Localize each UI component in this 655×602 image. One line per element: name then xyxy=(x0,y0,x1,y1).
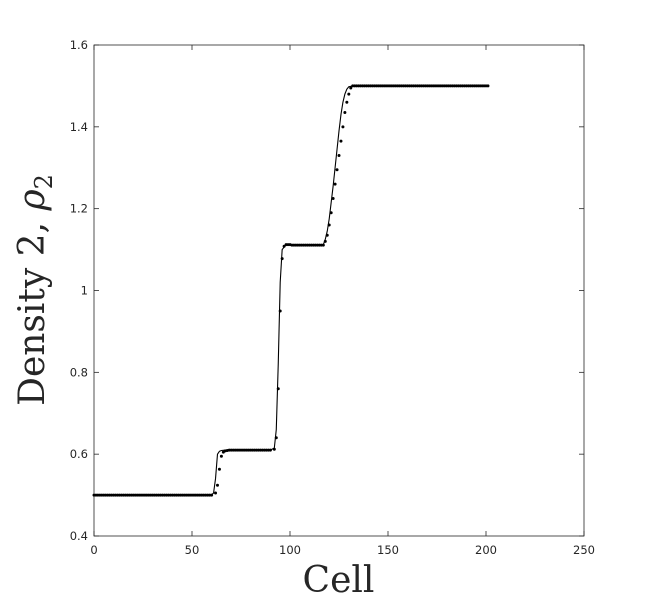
y-tick-label: 1.6 xyxy=(70,38,88,52)
y-tick-label: 1 xyxy=(81,284,88,298)
data-point xyxy=(272,447,276,451)
series-line xyxy=(94,85,488,496)
x-axis-title: Cell xyxy=(303,560,375,601)
data-point xyxy=(347,92,351,96)
data-point xyxy=(321,243,325,247)
data-point xyxy=(345,100,349,104)
plot-box xyxy=(93,44,585,537)
axes xyxy=(93,44,585,537)
data-point xyxy=(486,84,490,88)
data-point xyxy=(214,491,218,495)
data-point xyxy=(333,182,337,186)
data-point xyxy=(327,223,331,227)
x-tick-label: 200 xyxy=(475,543,497,557)
data-point xyxy=(274,436,278,440)
data-point xyxy=(215,483,219,487)
data-point xyxy=(268,448,272,452)
x-tick-label: 50 xyxy=(185,543,200,557)
data-point xyxy=(337,153,341,157)
y-tick-label: 0.4 xyxy=(70,529,88,543)
y-axis-title: Density 2, ρ2 xyxy=(12,174,58,406)
x-tick-label: 150 xyxy=(377,543,399,557)
y-axis-title-subscript: 2 xyxy=(30,174,58,189)
data-point xyxy=(341,125,345,129)
data-point xyxy=(210,493,214,497)
data-point xyxy=(329,211,333,215)
data-point xyxy=(325,233,329,237)
data-point xyxy=(276,387,280,391)
data-point xyxy=(331,196,335,200)
x-tick-label: 0 xyxy=(90,543,97,557)
y-tick-label: 1.4 xyxy=(70,120,88,134)
y-axis-title-symbol: ρ xyxy=(12,189,53,211)
y-axis-title-text: Density 2, xyxy=(12,211,53,406)
data-point xyxy=(335,168,339,172)
ticks: 0 50 100 150 200 250 0.4 0.6 0.8 1 1.2 1.4 1.6 xyxy=(70,38,595,557)
data-point xyxy=(282,244,286,248)
data-point xyxy=(229,448,233,452)
data-point xyxy=(278,309,282,313)
data-point xyxy=(288,243,292,247)
y-tick-label: 1.2 xyxy=(70,202,88,216)
data-point xyxy=(339,139,343,143)
x-tick-label: 100 xyxy=(279,543,301,557)
y-tick-label: 0.6 xyxy=(70,447,88,461)
data-point xyxy=(217,467,221,471)
data-point xyxy=(343,111,347,115)
data-point xyxy=(323,239,327,243)
data-point xyxy=(280,257,284,261)
x-tick-label: 250 xyxy=(573,543,595,557)
data-point xyxy=(349,86,353,90)
data-point xyxy=(219,454,223,458)
y-tick-label: 0.8 xyxy=(70,365,88,379)
series xyxy=(92,84,490,497)
